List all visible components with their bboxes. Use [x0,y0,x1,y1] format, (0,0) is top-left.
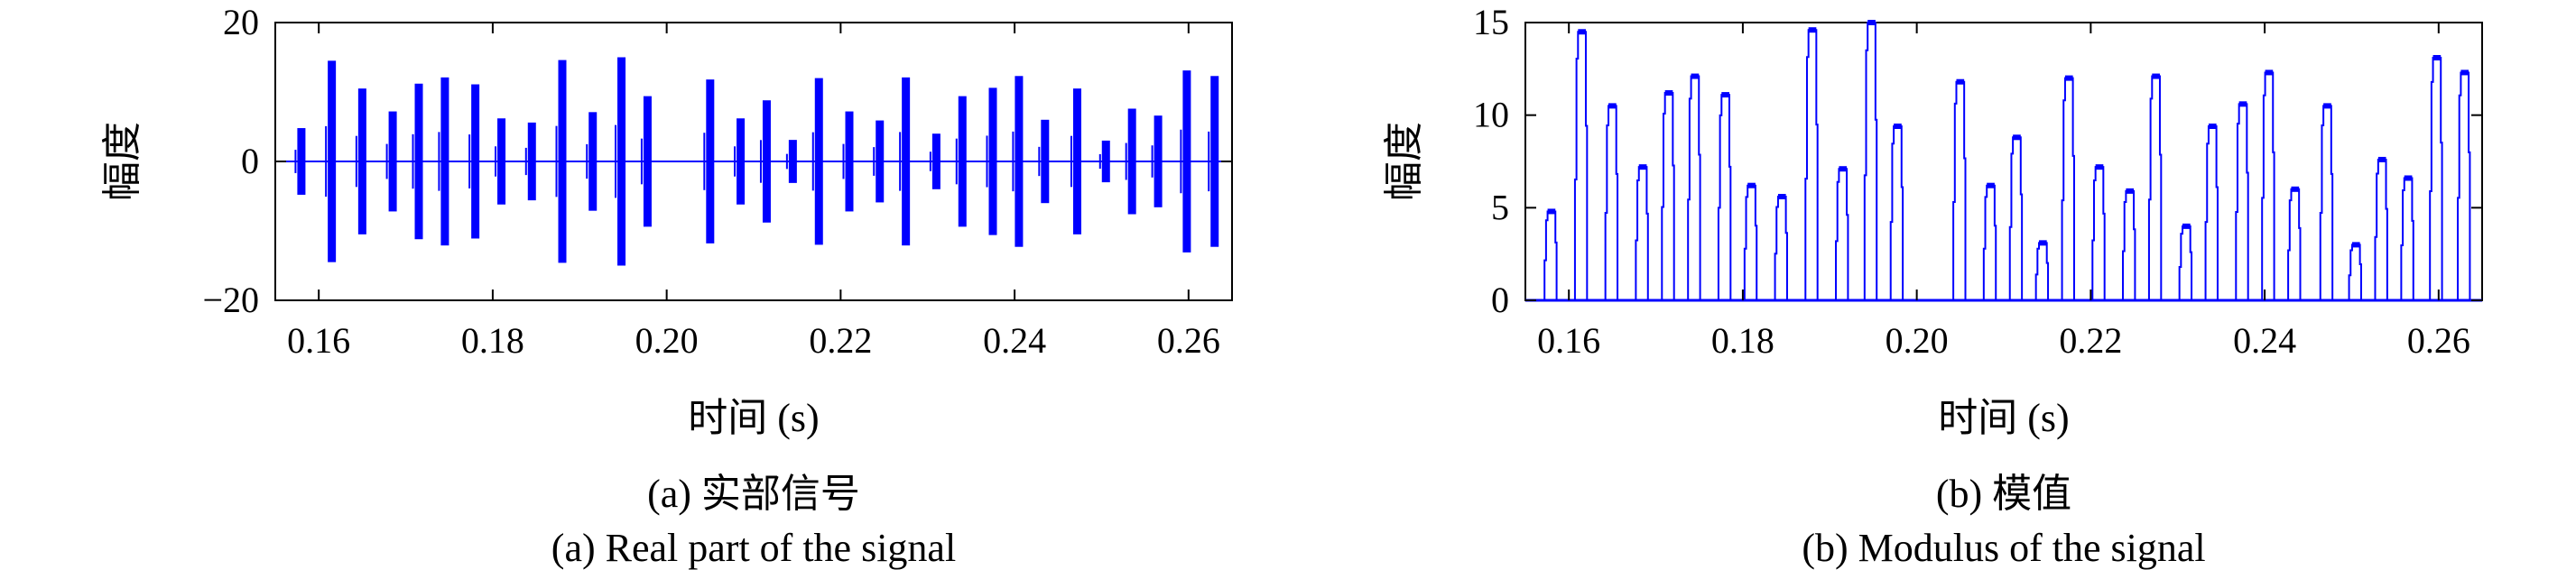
y-tick-label: −20 [202,280,259,320]
pulse-burst [297,128,306,195]
x-ticks: 0.16 0.18 0.20 0.22 0.24 0.26 [1537,23,2470,361]
pulse-burst [902,77,911,246]
x-tick-label: 0.20 [1886,320,1949,361]
pulse-burst [558,60,567,263]
x-tick-label: 0.24 [983,320,1046,361]
pulse-burst [617,57,626,266]
pulse-burst [471,84,480,239]
pulse-burst [845,111,854,212]
y-tick-label: 5 [1491,187,1509,227]
y-ticks: −20 0 20 [202,2,1232,320]
y-ticks: 0 5 10 15 [1473,2,2482,320]
x-tick-label: 0.20 [635,320,699,361]
x-axis-label: 时间 (s) [688,396,819,440]
caption-zh: (b) 模值 [1936,472,2071,516]
pulse-burst [414,83,423,240]
pulse-burst [1210,76,1219,247]
x-ticks: 0.16 0.18 0.20 0.22 0.24 0.26 [287,23,1220,361]
caption-zh: (a) 实部信号 [647,472,860,516]
pulse-burst [958,96,967,227]
plot-frame [1524,22,2483,301]
pulse-burst [328,60,337,262]
x-tick-label: 0.16 [287,320,350,361]
y-axis-label: 幅度 [1382,122,1426,201]
pulse-burst [788,140,797,183]
x-tick-label: 0.22 [2059,320,2122,361]
y-tick-label: 0 [1491,280,1509,320]
pulse-burst [1182,70,1191,253]
pulse-burst [588,112,598,211]
y-tick-label: 0 [241,141,259,181]
pulse-burst [643,96,652,227]
x-tick-label: 0.18 [461,320,524,361]
modulus-marks [1525,20,2482,302]
pulse-burst [814,78,823,245]
x-axis-label: 时间 (s) [1938,396,2069,440]
real-part-marks [275,57,1232,266]
pulse-burst [931,133,941,189]
x-tick-label: 0.26 [2407,320,2470,361]
pulse-burst [1101,140,1110,183]
pulse-burst [388,111,397,212]
pulse-burst [497,118,506,205]
x-tick-label: 0.18 [1711,320,1774,361]
y-tick-label: 10 [1473,95,1509,135]
pulse-burst [527,122,536,201]
pulse-burst [988,87,997,235]
pulse-burst [876,120,885,203]
x-tick-label: 0.16 [1537,320,1600,361]
pulse-burst [1041,119,1050,204]
pulse-burst [357,88,366,234]
pulse-burst [706,79,715,244]
pulse-burst [1127,108,1136,215]
panel-real-part: −20 0 20 0.16 0.18 0.20 0.22 0.24 0.26 时间 (s) 幅… [100,2,1233,570]
caption-en: (a) Real part of the signal [551,526,956,570]
y-tick-label: 15 [1473,2,1509,42]
x-tick-label: 0.26 [1157,320,1220,361]
caption-en: (b) Modulus of the signal [1802,526,2205,570]
modulus-series-line [1525,22,2482,301]
y-tick-label: 20 [223,2,259,42]
x-tick-label: 0.22 [809,320,872,361]
pulse-burst [1072,88,1081,234]
y-axis-label: 幅度 [100,122,144,201]
pulse-burst [1015,76,1024,247]
pulse-burst [440,77,449,246]
panel-modulus: 0 5 10 15 0.16 0.18 0.20 0.22 0.24 0.26 时间 (s) 幅… [1382,2,2483,570]
pulse-burst [1154,115,1163,207]
x-tick-label: 0.24 [2233,320,2296,361]
pulse-burst [737,118,746,205]
pulse-burst [762,100,771,223]
